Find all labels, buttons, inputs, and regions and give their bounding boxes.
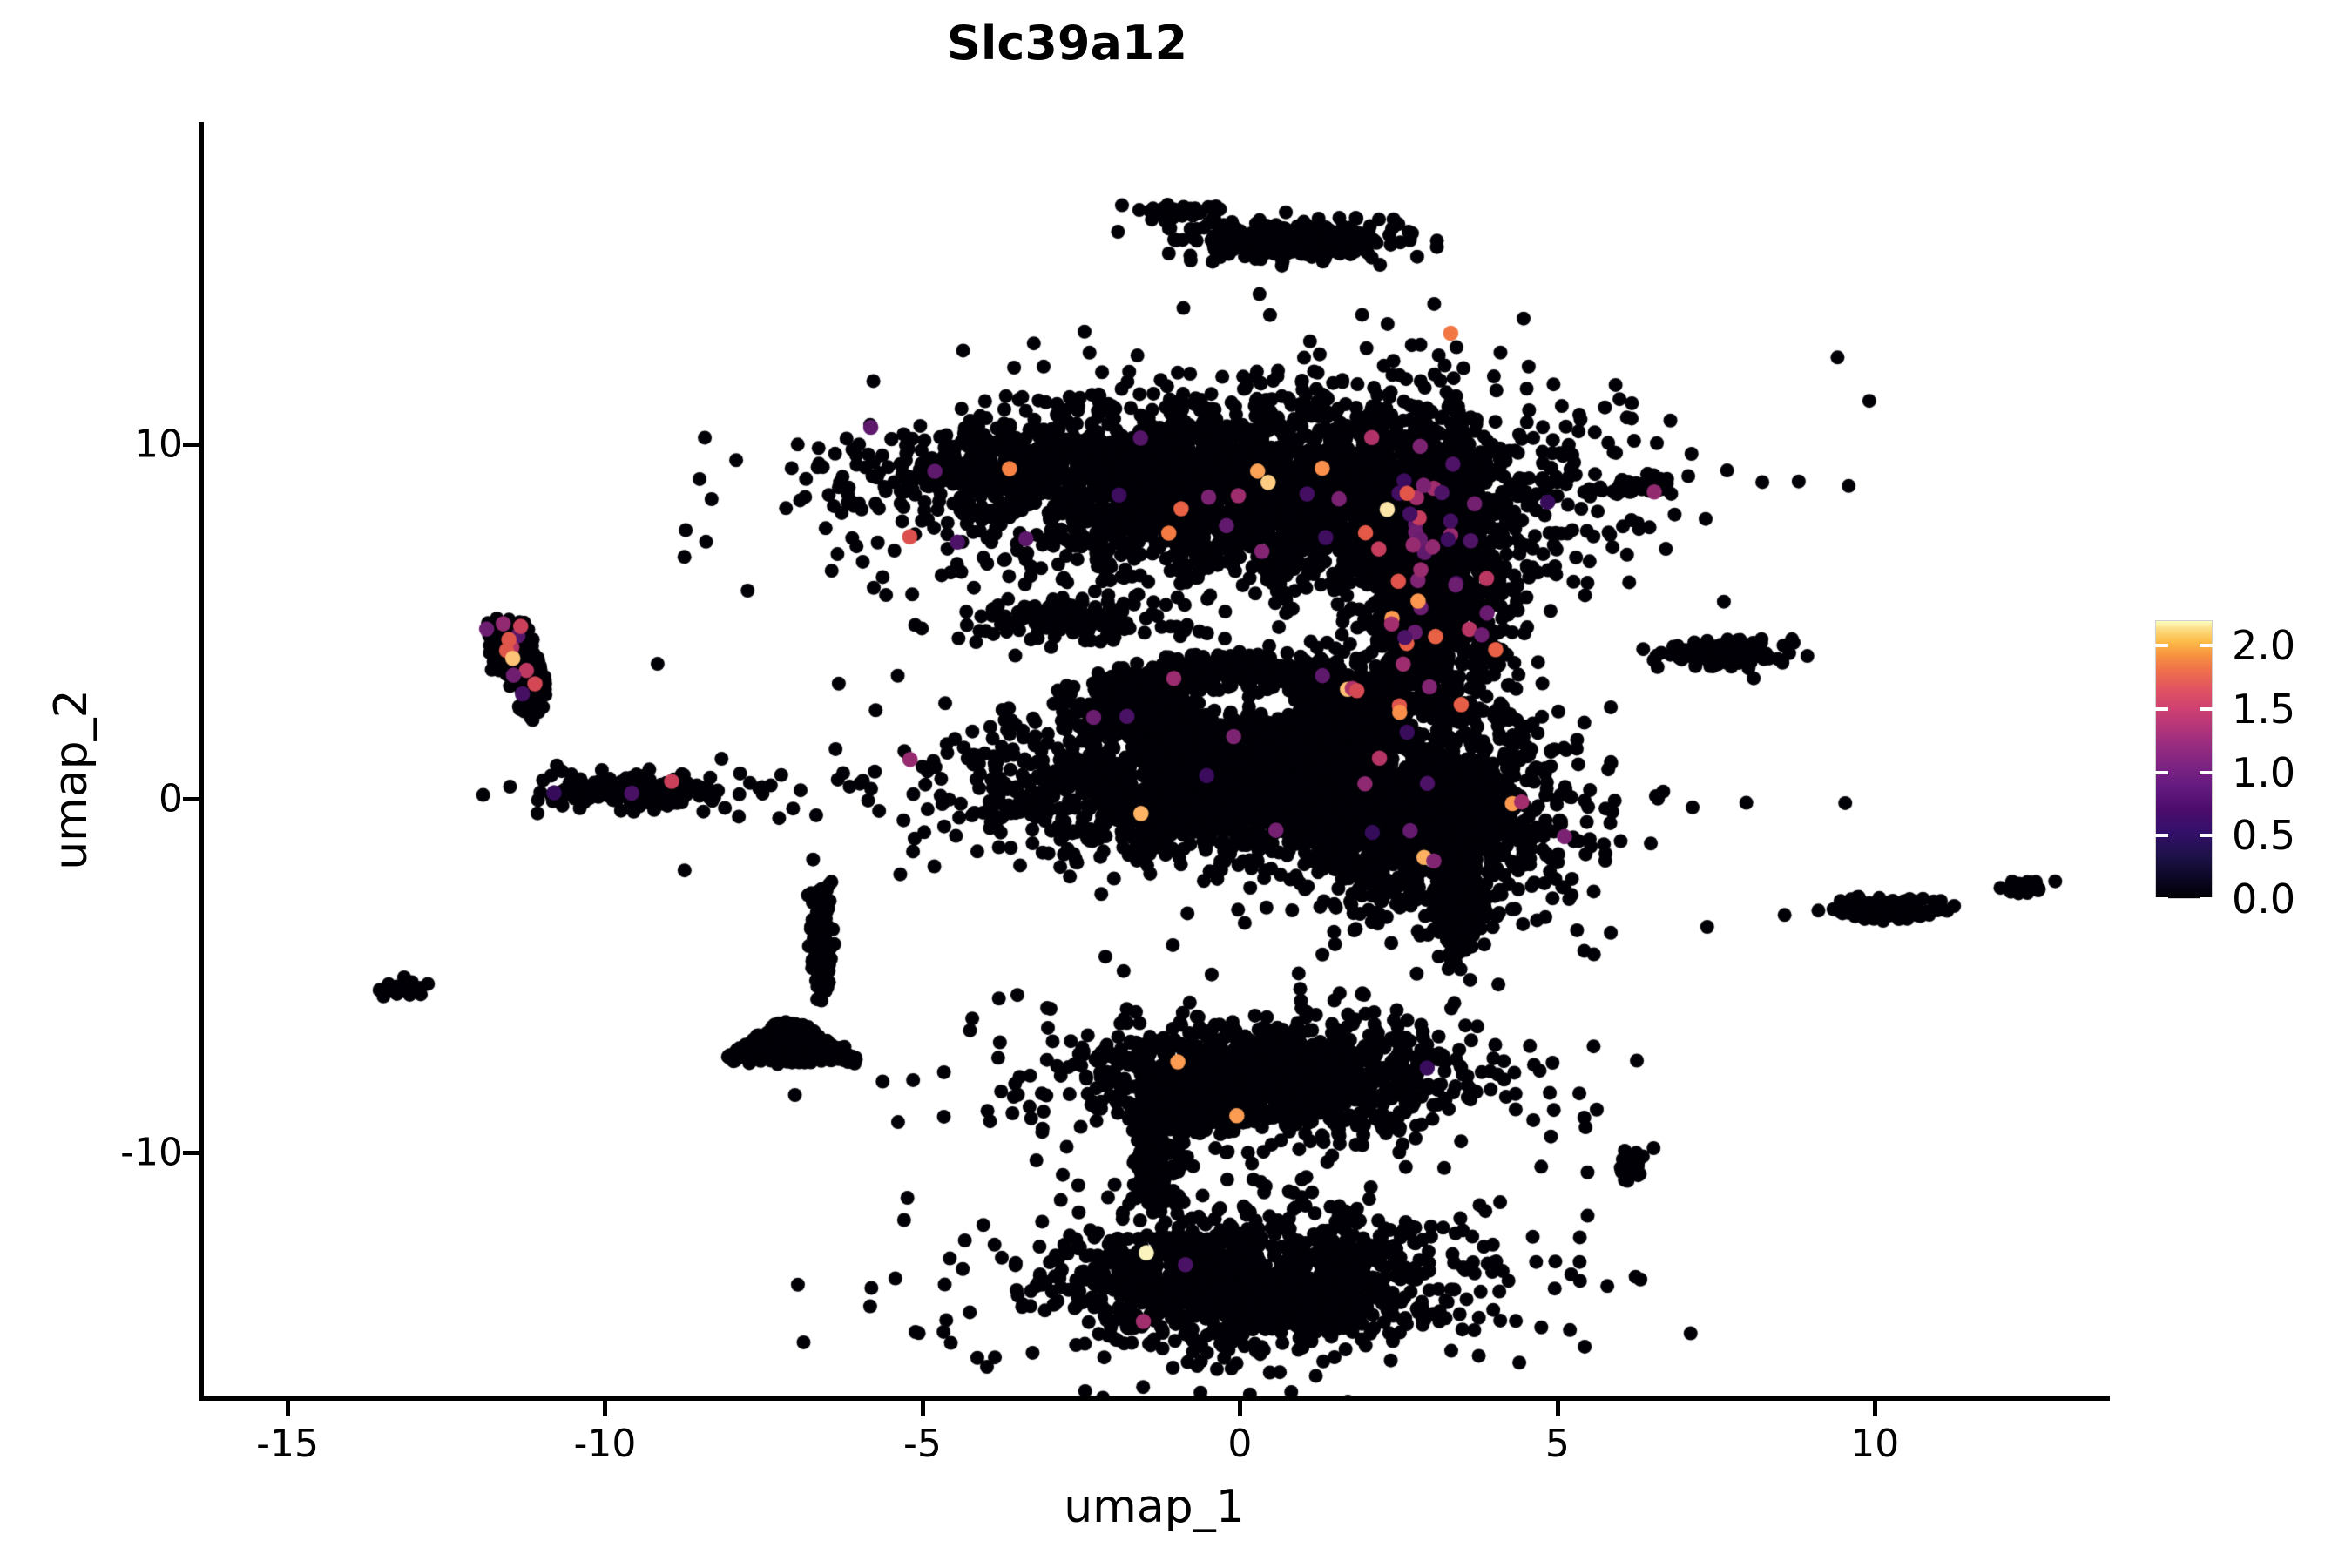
colorbar-tick-mark (2155, 897, 2168, 901)
colorbar-tick-mark (2200, 644, 2213, 648)
colorbar (2155, 620, 2213, 899)
x-tick-label: 10 (1850, 1422, 1900, 1466)
umap-scatter-plot (199, 122, 2110, 1401)
x-tick-mark (603, 1401, 608, 1416)
y-tick-mark (183, 796, 199, 801)
x-tick-label: -5 (903, 1422, 942, 1466)
colorbar-tick-label: 2.0 (2232, 622, 2296, 670)
x-tick-mark (1873, 1401, 1878, 1416)
x-tick-label: -15 (256, 1422, 319, 1466)
x-axis-spine (199, 1396, 2110, 1401)
colorbar-tick-mark (2200, 834, 2213, 838)
colorbar-tick-label: 1.0 (2232, 748, 2296, 796)
y-tick-mark (183, 1151, 199, 1156)
colorbar-gradient (2155, 620, 2213, 899)
page-title: Slc39a12 (946, 16, 1188, 71)
x-tick-mark (1555, 1401, 1560, 1416)
colorbar-tick-label: 0.5 (2232, 812, 2296, 860)
colorbar-tick-mark (2155, 834, 2168, 838)
x-tick-label: 5 (1544, 1422, 1570, 1466)
y-axis-label: umap_2 (45, 689, 98, 870)
y-tick-label: 10 (134, 422, 183, 467)
colorbar-tick-mark (2200, 897, 2213, 901)
x-tick-mark (286, 1401, 291, 1416)
colorbar-tick-mark (2155, 770, 2168, 774)
colorbar-tick-mark (2200, 770, 2213, 774)
colorbar-tick-label: 0.0 (2232, 875, 2296, 923)
y-tick-label: -10 (120, 1130, 183, 1175)
x-tick-label: 0 (1227, 1422, 1253, 1466)
y-tick-label: 0 (159, 776, 183, 821)
colorbar-tick-mark (2155, 644, 2168, 648)
x-axis-label: umap_1 (1064, 1481, 1245, 1533)
y-axis-spine (199, 122, 204, 1401)
x-tick-label: -10 (573, 1422, 637, 1466)
y-tick-mark (183, 443, 199, 448)
x-tick-mark (920, 1401, 925, 1416)
colorbar-tick-label: 1.5 (2232, 685, 2296, 733)
colorbar-tick-mark (2155, 706, 2168, 711)
colorbar-tick-mark (2200, 706, 2213, 711)
x-tick-mark (1238, 1401, 1243, 1416)
